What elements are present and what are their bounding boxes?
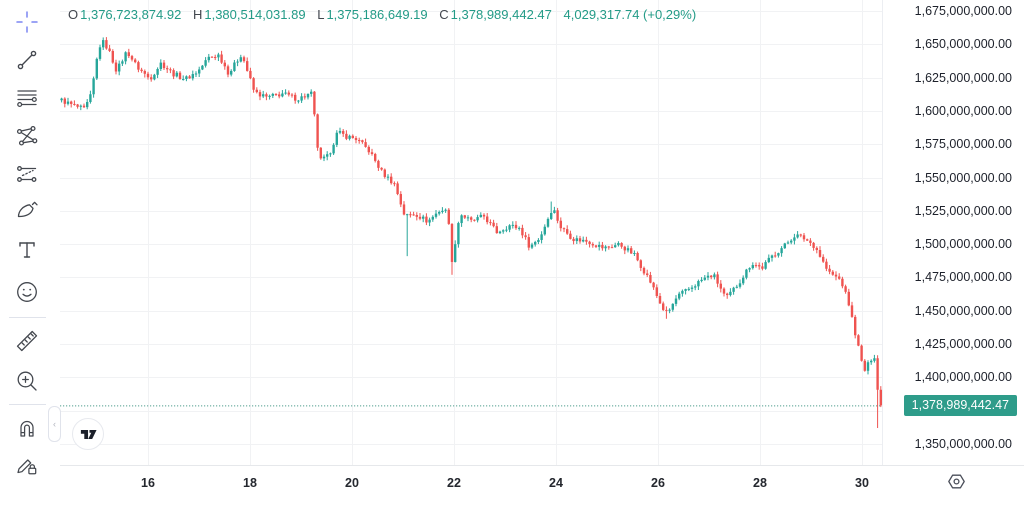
price-axis-label: 1,550,000,000.00: [914, 170, 1012, 185]
low-value: 1,375,186,649.19: [326, 7, 428, 22]
brush-icon[interactable]: [13, 196, 41, 224]
price-axis-label: 1,650,000,000.00: [914, 37, 1012, 52]
time-axis-label: 24: [549, 476, 563, 490]
low-label: L: [317, 7, 325, 22]
toolbar-collapse-handle[interactable]: ‹: [48, 406, 61, 442]
candlestick-canvas[interactable]: [60, 0, 882, 466]
current-price-badge: 1,378,989,442.47: [903, 394, 1017, 416]
price-axis-label: 1,625,000,000.00: [914, 70, 1012, 85]
time-axis-label: 22: [447, 476, 461, 490]
high-label: H: [192, 7, 203, 22]
price-axis-label: 1,425,000,000.00: [914, 337, 1012, 352]
price-axis-label: 1,525,000,000.00: [914, 203, 1012, 218]
price-axis-label: 1,600,000,000.00: [914, 103, 1012, 118]
high-value: 1,380,514,031.89: [204, 7, 306, 22]
close-value: 1,378,989,442.47: [450, 7, 552, 22]
projection-icon[interactable]: [13, 160, 41, 188]
ruler-icon[interactable]: [13, 327, 41, 355]
ohlc-legend: O 1,376,723,874.92 H 1,380,514,031.89 L 1,3…: [68, 7, 696, 22]
xabcd-pattern-icon[interactable]: [13, 122, 41, 150]
time-axis-label: 28: [753, 476, 767, 490]
trend-line-icon[interactable]: [13, 46, 41, 74]
axis-separator-horizontal: [60, 465, 1024, 466]
fib-retracement-icon[interactable]: [13, 85, 41, 113]
price-axis-label: 1,475,000,000.00: [914, 270, 1012, 285]
chart-area[interactable]: [60, 0, 882, 466]
price-axis-label: 1,500,000,000.00: [914, 237, 1012, 252]
price-axis[interactable]: 1,675,000,000.00 1,650,000,000.00 1,625,00…: [883, 0, 1024, 465]
time-axis[interactable]: 16 18 20 22 24 26 28 30: [60, 466, 1024, 509]
time-axis-label: 30: [855, 476, 869, 490]
price-axis-label: 1,350,000,000.00: [914, 437, 1012, 451]
price-axis-label: 1,575,000,000.00: [914, 137, 1012, 152]
zoom-in-icon[interactable]: [13, 367, 41, 395]
close-label: C: [439, 7, 449, 22]
tv-logo-glyph: [80, 429, 97, 439]
time-axis-label: 16: [141, 476, 155, 490]
price-axis-label: 1,675,000,000.00: [914, 4, 1012, 18]
axis-separator-vertical: [882, 0, 883, 465]
drawing-toolbar: [0, 0, 60, 509]
open-value: 1,376,723,874.92: [80, 7, 182, 22]
draw-lock-icon[interactable]: [13, 452, 41, 480]
price-axis-label: 1,400,000,000.00: [914, 370, 1012, 385]
toolbar-divider: [9, 317, 46, 318]
time-axis-label: 20: [345, 476, 359, 490]
tradingview-logo[interactable]: [72, 418, 104, 450]
price-axis-label: 1,450,000,000.00: [914, 303, 1012, 318]
emoji-icon[interactable]: [13, 278, 41, 306]
open-label: O: [68, 7, 79, 22]
axis-settings-gear-icon[interactable]: [944, 469, 968, 493]
crosshair-icon[interactable]: [13, 8, 41, 36]
text-tool-icon[interactable]: [13, 236, 41, 264]
toolbar-divider: [9, 404, 46, 405]
magnet-icon[interactable]: [13, 414, 41, 442]
change-value: 4,029,317.74 (+0,29%): [563, 7, 697, 22]
time-axis-label: 18: [243, 476, 257, 490]
time-axis-label: 26: [651, 476, 665, 490]
